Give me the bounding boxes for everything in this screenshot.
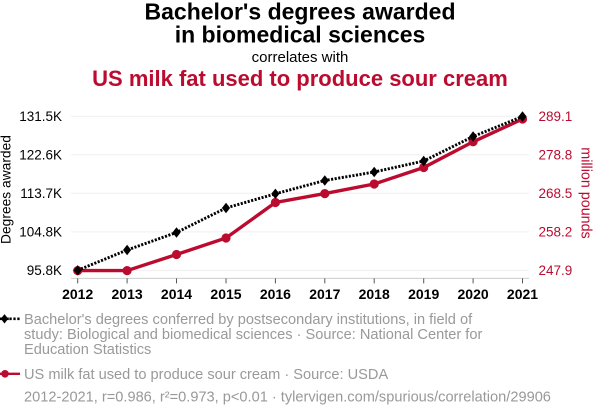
- svg-text:247.9: 247.9: [539, 263, 573, 278]
- svg-text:2012-2021, r=0.986, r²=0.973,: 2012-2021, r=0.986, r²=0.973, p<0.01 · t…: [24, 389, 551, 405]
- svg-text:correlates with: correlates with: [252, 49, 349, 66]
- svg-text:2016: 2016: [260, 286, 291, 302]
- svg-text:104.8K: 104.8K: [19, 224, 62, 239]
- svg-text:2014: 2014: [161, 286, 192, 302]
- svg-text:122.6K: 122.6K: [19, 147, 62, 162]
- svg-text:2013: 2013: [112, 286, 143, 302]
- svg-text:2020: 2020: [458, 286, 489, 302]
- svg-text:Education Statistics: Education Statistics: [24, 342, 151, 358]
- svg-text:258.2: 258.2: [539, 224, 573, 239]
- svg-text:2015: 2015: [210, 286, 241, 302]
- svg-text:2017: 2017: [309, 286, 340, 302]
- svg-text:in biomedical sciences: in biomedical sciences: [175, 22, 426, 48]
- svg-text:US milk fat used to produce so: US milk fat used to produce sour cream: [92, 66, 508, 91]
- svg-text:2019: 2019: [408, 286, 439, 302]
- svg-text:2018: 2018: [359, 286, 390, 302]
- svg-text:Degrees awarded: Degrees awarded: [0, 135, 14, 244]
- svg-text:Bachelor's degrees awarded: Bachelor's degrees awarded: [145, 0, 456, 25]
- svg-text:Bachelor's degrees conferred b: Bachelor's degrees conferred by postseco…: [24, 312, 473, 328]
- svg-text:289.1: 289.1: [539, 109, 573, 124]
- svg-text:million pounds: million pounds: [578, 147, 594, 238]
- svg-text:113.7K: 113.7K: [20, 186, 62, 201]
- svg-text:95.8K: 95.8K: [27, 263, 62, 278]
- svg-text:US milk fat used to produce so: US milk fat used to produce sour cream ·…: [24, 367, 388, 383]
- svg-text:131.5K: 131.5K: [19, 109, 62, 124]
- svg-text:268.5: 268.5: [539, 186, 573, 201]
- svg-text:278.8: 278.8: [539, 147, 573, 162]
- svg-text:study: Biological and biomedic: study: Biological and biomedical science…: [24, 327, 482, 343]
- svg-text:2021: 2021: [507, 286, 538, 302]
- svg-text:2012: 2012: [62, 286, 93, 302]
